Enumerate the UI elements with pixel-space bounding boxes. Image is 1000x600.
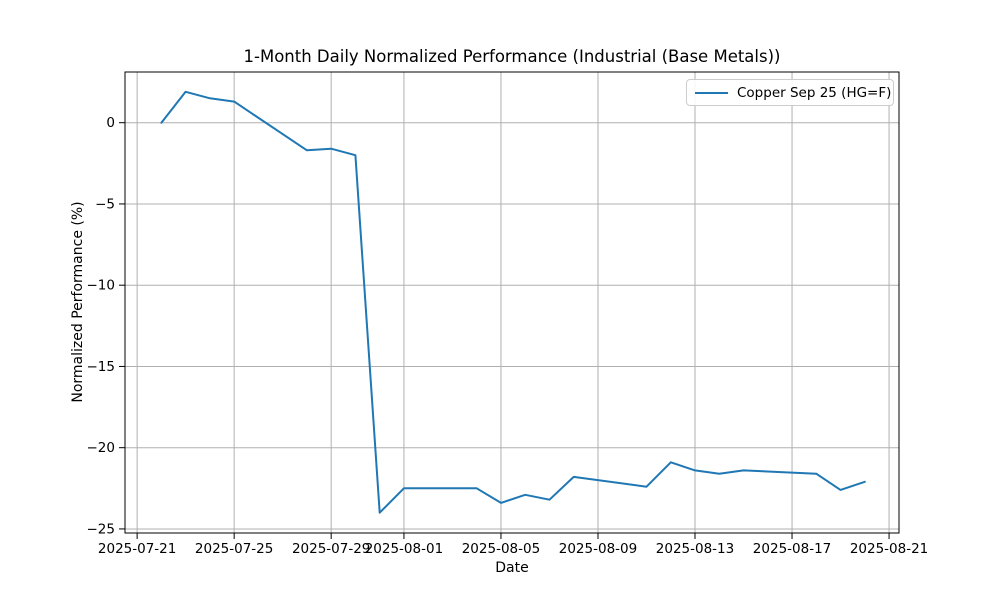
legend: Copper Sep 25 (HG=F) [686, 79, 894, 106]
y-tick-label: 0 [106, 115, 115, 131]
y-tick-label: −25 [87, 521, 116, 537]
x-tick-label: 2025-08-09 [559, 541, 637, 557]
y-axis-label: Normalized Performance (%) [70, 201, 86, 403]
series-line [160, 90, 866, 514]
x-tick-label: 2025-07-25 [195, 541, 273, 557]
x-tick-label: 2025-07-29 [292, 541, 370, 557]
legend-label: Copper Sep 25 (HG=F) [737, 84, 892, 101]
x-tick-label: 2025-08-17 [753, 541, 831, 557]
x-tick-label: 2025-07-21 [98, 541, 176, 557]
x-tick-label: 2025-08-21 [850, 541, 928, 557]
x-tick-label: 2025-08-13 [656, 541, 734, 557]
x-tick-label: 2025-08-01 [365, 541, 443, 557]
y-tick-label: −10 [87, 278, 116, 294]
x-tick-label: 2025-08-05 [462, 541, 540, 557]
x-axis-label: Date [495, 560, 529, 576]
y-tick-label: −20 [87, 440, 116, 456]
y-tick-label: −15 [87, 359, 116, 375]
plot-border [124, 71, 900, 534]
y-tick-label: −5 [95, 196, 115, 212]
legend-line-sample [695, 91, 728, 94]
chart-title: 1-Month Daily Normalized Performance (In… [243, 47, 781, 66]
